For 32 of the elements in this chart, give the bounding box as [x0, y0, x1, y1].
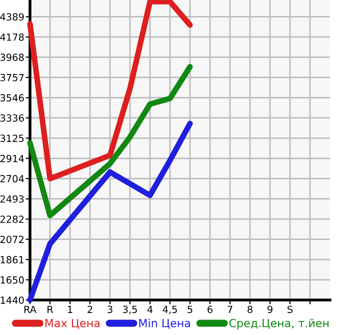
- x-tick-label: 4,5: [162, 306, 177, 314]
- y-tick-label: 2704: [0, 175, 24, 182]
- y-tick-label: 3968: [0, 54, 24, 61]
- y-tick-label: 1440: [0, 296, 24, 304]
- x-tick-label: 3,5: [123, 306, 137, 314]
- x-tick-label: 5: [188, 306, 192, 314]
- x-tick-label: 8: [248, 306, 252, 314]
- y-tick-label: 2493: [0, 195, 24, 203]
- y-tick-label: 2072: [0, 236, 24, 244]
- x-tick-label: S: [288, 306, 293, 314]
- x-tick-label: 2: [88, 306, 92, 313]
- legend-label: Min Цена: [139, 318, 190, 329]
- legend-label: Сред.Цена, т.йен: [229, 318, 329, 330]
- x-tick-label: 1: [68, 306, 72, 313]
- y-tick-label: 3757: [0, 74, 24, 82]
- x-tick-label: RA: [24, 306, 36, 313]
- y-tick-label: 1650: [0, 276, 24, 284]
- y-tick-label: 3336: [0, 114, 24, 122]
- x-tick-label: 4: [147, 306, 153, 313]
- y-tick-label: 3125: [0, 134, 24, 142]
- y-tick-label: 2282: [0, 216, 24, 223]
- x-tick-label: 3: [108, 306, 112, 314]
- x-tick-label: 7: [228, 306, 232, 313]
- y-tick-label: 4178: [0, 33, 24, 41]
- y-tick-label: 4389: [0, 13, 24, 21]
- y-tick-label: 3546: [0, 94, 24, 102]
- legend-label: Max Цена: [45, 319, 100, 329]
- x-tick-label: R: [48, 306, 54, 313]
- y-tick-label: 2914: [0, 154, 24, 162]
- y-tick-label: 1861: [0, 256, 24, 264]
- x-tick-label: 9: [268, 306, 272, 314]
- x-tick-label: 6: [208, 306, 212, 314]
